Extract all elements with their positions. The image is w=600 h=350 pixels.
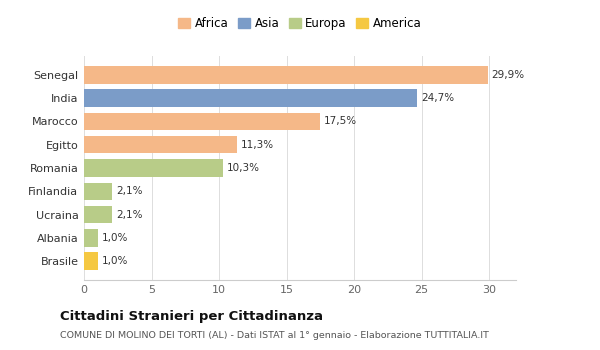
Text: 2,1%: 2,1% bbox=[116, 186, 143, 196]
Bar bbox=[84, 229, 98, 246]
Legend: Africa, Asia, Europa, America: Africa, Asia, Europa, America bbox=[178, 17, 422, 30]
Bar bbox=[84, 159, 223, 177]
Text: Cittadini Stranieri per Cittadinanza: Cittadini Stranieri per Cittadinanza bbox=[60, 310, 323, 323]
Text: 2,1%: 2,1% bbox=[116, 210, 143, 219]
Bar bbox=[84, 136, 236, 153]
Text: 11,3%: 11,3% bbox=[241, 140, 274, 150]
Text: COMUNE DI MOLINO DEI TORTI (AL) - Dati ISTAT al 1° gennaio - Elaborazione TUTTIT: COMUNE DI MOLINO DEI TORTI (AL) - Dati I… bbox=[60, 331, 489, 340]
Text: 17,5%: 17,5% bbox=[325, 117, 358, 126]
Bar bbox=[84, 206, 112, 223]
Text: 1,0%: 1,0% bbox=[101, 233, 128, 243]
Bar bbox=[84, 252, 98, 270]
Bar bbox=[84, 183, 112, 200]
Bar bbox=[84, 113, 320, 130]
Bar bbox=[84, 66, 488, 84]
Text: 24,7%: 24,7% bbox=[421, 93, 455, 103]
Text: 1,0%: 1,0% bbox=[101, 256, 128, 266]
Text: 29,9%: 29,9% bbox=[492, 70, 525, 80]
Text: 10,3%: 10,3% bbox=[227, 163, 260, 173]
Bar bbox=[84, 90, 418, 107]
